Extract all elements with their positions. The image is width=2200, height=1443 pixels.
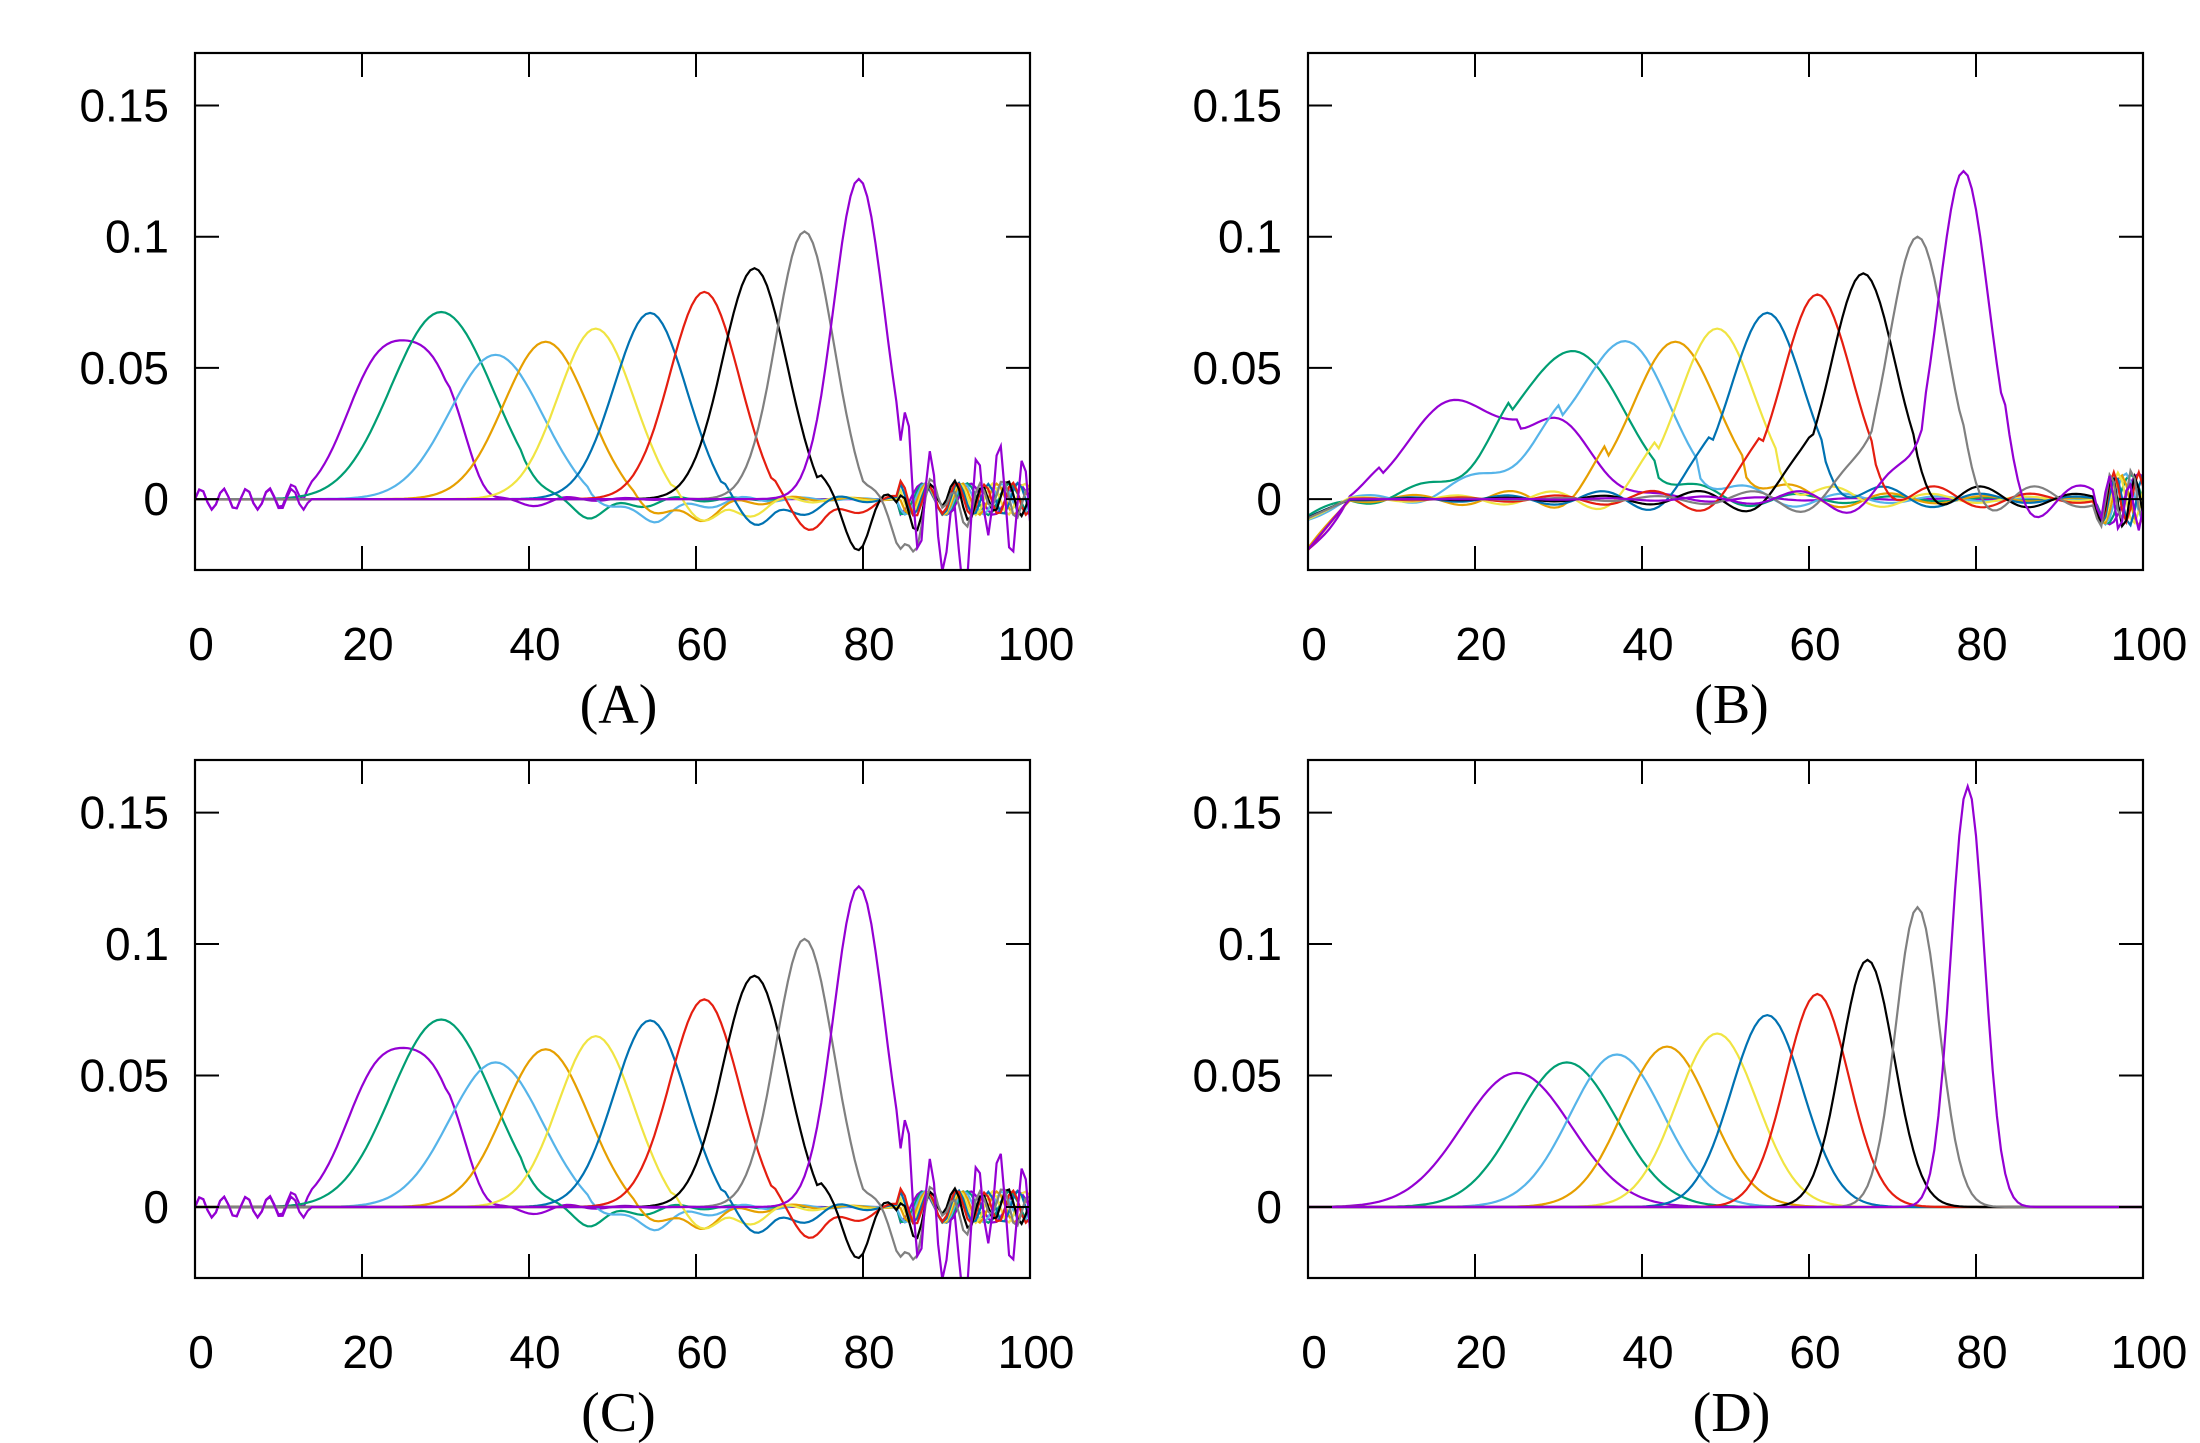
y-tick-label: 0.15: [79, 787, 169, 839]
plot-frame: [193, 758, 1032, 1280]
y-tick-label: 0: [143, 473, 169, 525]
y-tick-label: 0.15: [79, 79, 169, 131]
series-line-c6: [1308, 1013, 2143, 1209]
plot-frame: [1306, 758, 2145, 1280]
x-tick-label: 60: [676, 618, 727, 670]
y-tick-label: 0.1: [1218, 211, 1282, 263]
x-tick-label: 100: [2111, 618, 2188, 670]
y-tick-label: 0.05: [79, 342, 169, 394]
chart-panel-d: 0 20 40 60 80 100 0 0.05 0.1 0.15 (D): [1192, 758, 2188, 1443]
x-tick-label: 20: [1455, 1326, 1506, 1378]
panel-caption: (D): [1693, 1382, 1771, 1443]
x-tick-label: 20: [342, 618, 393, 670]
series-group: [195, 177, 1030, 570]
x-tick-label: 80: [843, 1326, 894, 1378]
series-line-c10: [195, 177, 1030, 570]
panel-caption: (A): [580, 674, 658, 736]
series-line-c4: [1308, 340, 2143, 549]
y-tick-label: 0.05: [1192, 1050, 1282, 1102]
chart-panel-b: 0 20 40 60 80 100 0 0.05 0.1 0.15 (B): [1192, 51, 2188, 736]
y-tick-label: 0.15: [1192, 79, 1282, 131]
x-tick-label: 0: [1301, 618, 1327, 670]
series-line-c8: [1308, 958, 2143, 1209]
series-line-c10: [1308, 782, 2143, 1209]
series-line-c5: [1308, 1032, 2143, 1209]
x-tick-label: 60: [676, 1326, 727, 1378]
y-tick-label: 0.1: [1218, 918, 1282, 970]
y-tick-label: 0.05: [1192, 342, 1282, 394]
chart-panel-c: 0 20 40 60 80 100 0 0.05 0.1 0.15 (C): [79, 758, 1075, 1443]
plot-frame: [193, 51, 1032, 572]
x-tick-label: 20: [1455, 618, 1506, 670]
series-line-c10: [1308, 169, 2143, 551]
y-tick-label: 0: [143, 1181, 169, 1233]
x-tick-label: 60: [1789, 1326, 1840, 1378]
x-tick-label: 40: [509, 1326, 560, 1378]
x-tick-label: 80: [1956, 1326, 2007, 1378]
series-group: [1308, 169, 2143, 551]
x-tick-label: 0: [188, 618, 214, 670]
series-group: [1308, 782, 2143, 1209]
x-tick-label: 40: [1622, 1326, 1673, 1378]
y-tick-label: 0.1: [105, 918, 169, 970]
series-group: [195, 884, 1030, 1278]
x-tick-label: 100: [998, 1326, 1075, 1378]
y-tick-label: 0.15: [1192, 787, 1282, 839]
y-tick-label: 0.05: [79, 1050, 169, 1102]
y-tick-label: 0.1: [105, 211, 169, 263]
x-tick-label: 80: [843, 618, 894, 670]
x-tick-label: 100: [998, 618, 1075, 670]
series-line-c7: [1308, 992, 2143, 1209]
series-line-c3: [1308, 1053, 2143, 1209]
y-tick-label: 0: [1256, 1181, 1282, 1233]
x-tick-label: 100: [2111, 1326, 2188, 1378]
x-tick-label: 80: [1956, 618, 2007, 670]
chart-panel-a: 0 20 40 60 80 100 0 0.05 0.1 0.15 (A): [79, 51, 1075, 736]
series-line-c4: [1308, 1045, 2143, 1209]
x-tick-label: 40: [509, 618, 560, 670]
y-tick-label: 0: [1256, 473, 1282, 525]
x-tick-label: 40: [1622, 618, 1673, 670]
x-tick-label: 0: [1301, 1326, 1327, 1378]
x-tick-label: 0: [188, 1326, 214, 1378]
series-line-c2: [1308, 1061, 2143, 1209]
series-line-c10: [195, 884, 1030, 1278]
panel-caption: (C): [581, 1382, 656, 1443]
x-tick-label: 60: [1789, 618, 1840, 670]
series-line-c9: [1308, 905, 2143, 1209]
x-tick-label: 20: [342, 1326, 393, 1378]
panel-caption: (B): [1694, 674, 1769, 736]
plot-frame: [1306, 51, 2145, 572]
